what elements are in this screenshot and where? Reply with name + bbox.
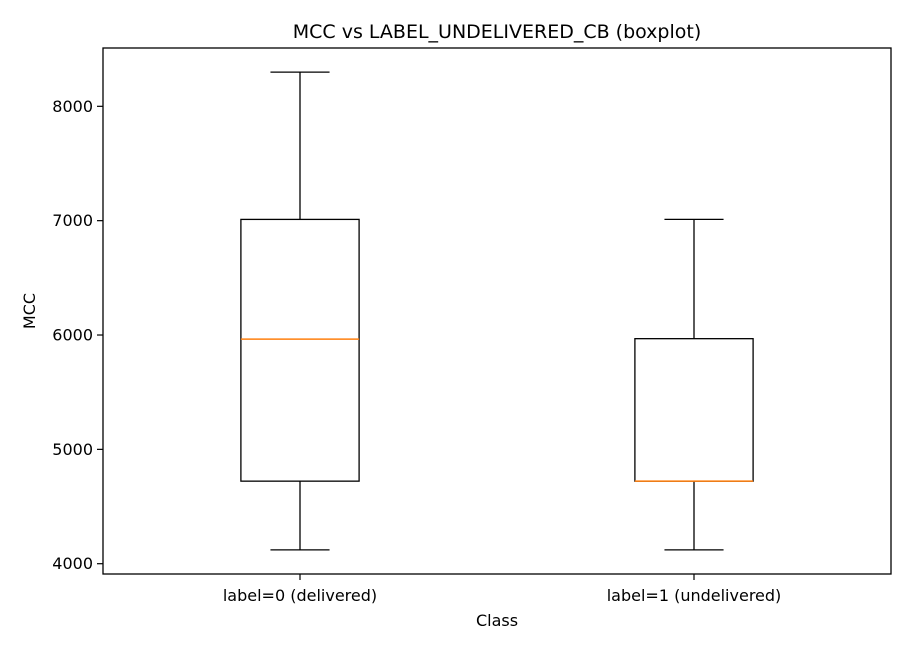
y-axis-label: MCC [20, 293, 39, 329]
box-0 [240, 71, 360, 551]
box-body [240, 218, 360, 482]
y-tick-label: 8000 [52, 97, 93, 116]
y-tick-label: 7000 [52, 211, 93, 230]
x-tick-label: label=0 (delivered) [223, 586, 377, 605]
box-body [634, 338, 754, 482]
y-axis: 4000 5000 6000 7000 8000 [52, 97, 103, 573]
axes-frame [102, 47, 892, 575]
y-tick-label: 4000 [52, 554, 93, 573]
chart-title: MCC vs LABEL_UNDELIVERED_CB (boxplot) [293, 21, 702, 43]
x-axis: label=0 (delivered) label=1 (undelivered) [223, 574, 781, 605]
box-1 [634, 218, 754, 551]
y-tick-label: 5000 [52, 440, 93, 459]
x-tick-label: label=1 (undelivered) [607, 586, 782, 605]
plot-area [240, 71, 754, 551]
y-tick-label: 6000 [52, 326, 93, 345]
x-axis-label: Class [476, 611, 518, 630]
